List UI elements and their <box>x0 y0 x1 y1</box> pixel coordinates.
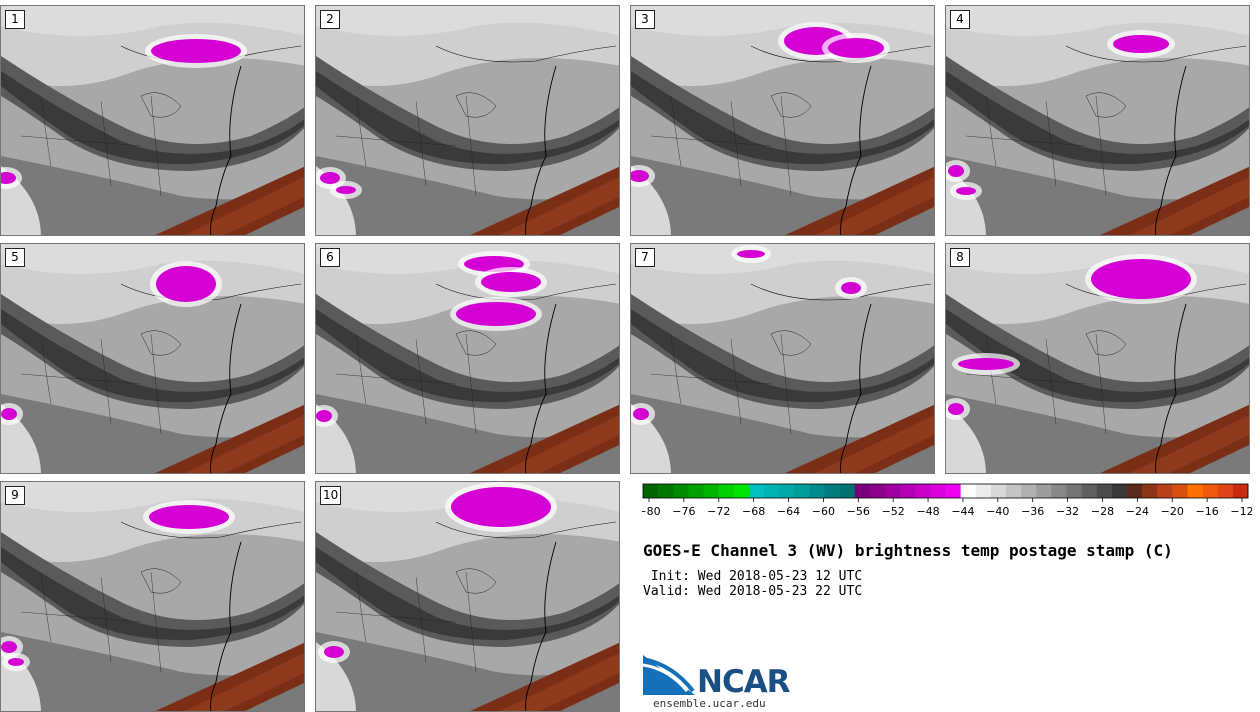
colorbar-swatch <box>1232 484 1249 498</box>
map-panel: 6 <box>315 243 620 474</box>
water-vapor-map <box>946 244 1249 473</box>
colorbar-swatch <box>1172 484 1188 498</box>
colorbar-swatch <box>839 484 856 498</box>
colorbar-swatch <box>1217 484 1234 498</box>
colorbar-tick-label: −32 <box>1056 505 1079 518</box>
colorbar-swatch <box>1187 484 1203 498</box>
colorbar-swatch <box>1051 484 1067 498</box>
colorbar-swatch <box>794 484 810 498</box>
water-vapor-map <box>1 482 304 711</box>
map-panel: 9 <box>0 481 305 712</box>
colorbar-swatch <box>733 484 750 498</box>
colorbar-swatch <box>1142 484 1158 498</box>
colorbar-swatch <box>1021 484 1037 498</box>
colorbar-swatch <box>1127 484 1143 498</box>
colorbar-tick-label: −60 <box>812 505 835 518</box>
map-panel: 10 <box>315 481 620 712</box>
water-vapor-map <box>1 244 304 473</box>
water-vapor-map <box>316 244 619 473</box>
colorbar-tick-label: −36 <box>1021 505 1044 518</box>
colorbar-swatch <box>960 484 977 498</box>
colorbar-swatch <box>1081 484 1098 498</box>
panel-number: 3 <box>635 10 655 29</box>
colorbar-swatch <box>854 484 871 498</box>
panel-number: 10 <box>320 486 342 505</box>
panel-number: 7 <box>635 248 655 267</box>
colorbar-swatch <box>945 484 961 498</box>
colorbar-swatch <box>930 484 946 498</box>
colorbar-tick-label: −48 <box>916 505 939 518</box>
colorbar: −80−76−72−68−64−60−56−52−48−44−40−36−32−… <box>642 483 1252 518</box>
colorbar-swatch <box>688 484 704 498</box>
ncar-logo-icon <box>643 655 695 695</box>
colorbar-tick-label: −64 <box>777 505 800 518</box>
colorbar-swatch <box>673 484 689 498</box>
colorbar-tick-label: −40 <box>986 505 1009 518</box>
water-vapor-map <box>1 6 304 235</box>
colorbar-swatch <box>1202 484 1219 498</box>
water-vapor-map <box>946 6 1249 235</box>
ncar-logo-text: NCAR <box>697 664 791 700</box>
colorbar-tick-label: −20 <box>1161 505 1184 518</box>
map-panel: 7 <box>630 243 935 474</box>
water-vapor-map <box>631 6 934 235</box>
panel-number: 4 <box>950 10 970 29</box>
colorbar-tick-label: −28 <box>1091 505 1114 518</box>
valid-time: Valid: Wed 2018-05-23 22 UTC <box>643 584 863 599</box>
colorbar-tick-label: −12 <box>1230 505 1252 518</box>
colorbar-swatch <box>658 484 674 498</box>
colorbar-swatch <box>1096 484 1113 498</box>
map-panel: 5 <box>0 243 305 474</box>
colorbar-swatch <box>869 484 886 498</box>
colorbar-tick-label: −16 <box>1196 505 1219 518</box>
colorbar-swatch <box>764 484 780 498</box>
colorbar-tick-label: −68 <box>742 505 765 518</box>
figure-title: GOES-E Channel 3 (WV) brightness temp po… <box>643 541 1173 560</box>
colorbar-tick-label: −80 <box>642 505 661 518</box>
colorbar-swatch <box>975 484 992 498</box>
colorbar-swatch <box>885 484 901 498</box>
colorbar-swatch <box>990 484 1007 498</box>
water-vapor-map <box>316 6 619 235</box>
map-panel: 8 <box>945 243 1250 474</box>
colorbar-swatch <box>748 484 765 498</box>
colorbar-swatch <box>1036 484 1052 498</box>
panel-number: 5 <box>5 248 25 267</box>
colorbar-swatch <box>809 484 825 498</box>
colorbar-tick-label: −52 <box>882 505 905 518</box>
colorbar-tick-label: −44 <box>951 505 974 518</box>
colorbar-tick-label: −76 <box>672 505 695 518</box>
colorbar-swatch <box>900 484 916 498</box>
colorbar-swatch <box>718 484 735 498</box>
colorbar-swatch <box>643 484 659 498</box>
colorbar-swatch <box>1006 484 1022 498</box>
colorbar-tick-label: −72 <box>707 505 730 518</box>
colorbar-swatch <box>1066 484 1082 498</box>
colorbar-swatch <box>1111 484 1128 498</box>
panel-number: 2 <box>320 10 340 29</box>
colorbar-tick-label: −56 <box>847 505 870 518</box>
panel-number: 1 <box>5 10 25 29</box>
colorbar-tick-label: −24 <box>1126 505 1149 518</box>
colorbar-swatch <box>703 484 719 498</box>
colorbar-swatch <box>824 484 840 498</box>
map-panel: 3 <box>630 5 935 236</box>
site-url[interactable]: ensemble.ucar.edu <box>653 697 766 710</box>
panel-number: 8 <box>950 248 970 267</box>
init-time: Init: Wed 2018-05-23 12 UTC <box>643 569 863 584</box>
colorbar-swatch <box>915 484 931 498</box>
panel-number: 6 <box>320 248 340 267</box>
panel-number: 9 <box>5 486 25 505</box>
map-panel: 2 <box>315 5 620 236</box>
map-panel: 1 <box>0 5 305 236</box>
water-vapor-map <box>631 244 934 473</box>
water-vapor-map <box>316 482 619 711</box>
map-panel: 4 <box>945 5 1250 236</box>
colorbar-swatch <box>1157 484 1173 498</box>
colorbar-swatch <box>779 484 795 498</box>
